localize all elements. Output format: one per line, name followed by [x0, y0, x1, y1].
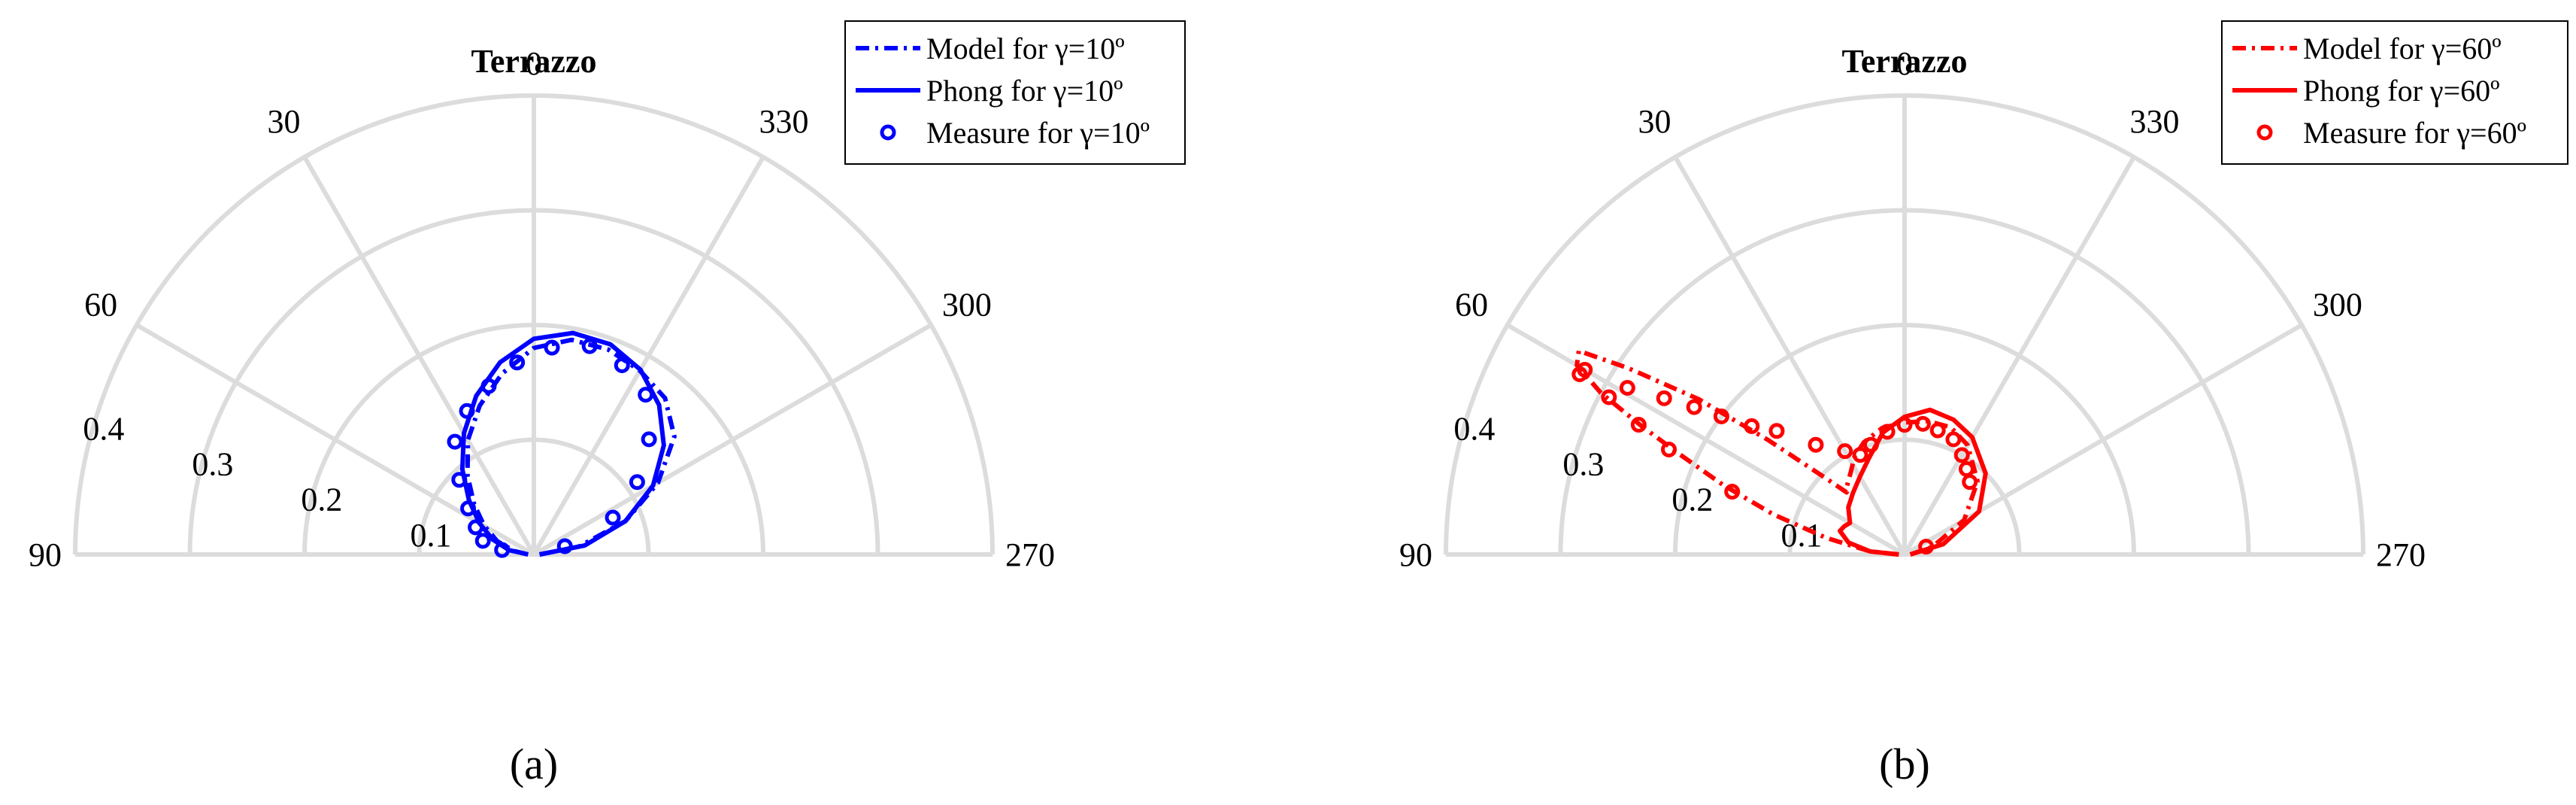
angle-tick-label: 30	[268, 103, 301, 140]
measure-marker	[468, 519, 484, 536]
angle-tick-label: 330	[759, 103, 809, 140]
panel-a: 0 30 330 60 300 90 270 0.4 0.3 0.2 0.1 Terrazzo Mode…	[29, 20, 1186, 788]
measure-marker	[605, 509, 621, 526]
measure-marker	[447, 433, 463, 450]
measure-marker	[1852, 447, 1868, 463]
measure-marker	[459, 402, 475, 419]
angle-spoke	[532, 323, 932, 557]
chart-title: Terrazzo	[471, 43, 597, 80]
legend: Model for γ=60º Phong for γ=60º Measure fo…	[2221, 20, 2568, 165]
measure-marker	[1619, 380, 1635, 396]
radial-tick-label: 0.3	[192, 446, 233, 483]
measure-marker	[494, 542, 511, 558]
measure-marker	[1656, 390, 1672, 406]
series-dash-dot	[465, 337, 677, 557]
angle-spoke	[532, 156, 765, 556]
radial-tick-label: 0.2	[1671, 481, 1713, 518]
measure-marker	[1879, 424, 1896, 440]
measure-marker	[1768, 423, 1785, 439]
measure-marker	[1914, 415, 1931, 432]
measure-marker	[1630, 417, 1647, 433]
measure-marker	[1837, 443, 1853, 460]
angle-spoke	[1902, 156, 2136, 556]
measure-marker	[1929, 422, 1946, 439]
angle-spoke	[1506, 323, 1906, 557]
panel-caption: (a)	[510, 740, 558, 788]
measure-marker	[1953, 447, 1970, 463]
polar-grid	[73, 93, 995, 557]
measure-marker	[556, 538, 573, 554]
measure-marker	[1962, 474, 1978, 491]
legend-entry-label: Measure for γ=10º	[926, 116, 1150, 150]
measure-marker	[638, 387, 654, 403]
measure-marker	[1571, 366, 1588, 382]
measure-marker	[641, 431, 657, 448]
measure-marker	[1713, 408, 1729, 424]
model-curve	[1574, 348, 1980, 557]
legend-entry-label: Phong for γ=60º	[2303, 74, 2500, 108]
measure-marker	[1896, 417, 1913, 433]
angle-tick-label: 0	[1896, 45, 1913, 82]
radial-tick-label: 0.4	[83, 410, 124, 447]
measure-marker	[460, 500, 477, 517]
measure-marker	[1601, 389, 1617, 406]
radial-tick-label: 0.4	[1453, 410, 1495, 447]
angle-spoke	[302, 156, 536, 556]
series-solid	[1838, 407, 1988, 557]
measure-marker	[1862, 436, 1879, 453]
series-markers	[1571, 361, 1978, 555]
legend-entry-label: Phong for γ=10º	[926, 74, 1123, 108]
measure-marker	[1661, 441, 1677, 457]
polar-grid	[1444, 93, 2365, 557]
measure-marker	[480, 378, 497, 394]
angle-spoke	[1673, 156, 1907, 556]
legend-marker-symbol	[880, 124, 896, 141]
angle-tick-label: 90	[29, 536, 62, 573]
series-dash-dot	[1574, 348, 1980, 557]
measure-marker	[1808, 436, 1824, 453]
panel-caption: (b)	[1879, 740, 1930, 788]
angle-tick-label: 0	[526, 45, 542, 82]
measure-marker	[629, 474, 645, 491]
measure-marker	[509, 354, 526, 371]
chart-title: Terrazzo	[1842, 43, 1968, 80]
measure-marker	[1724, 484, 1741, 500]
radial-tick-label: 0.2	[301, 481, 342, 518]
radial-tick-label: 0.3	[1562, 446, 1604, 483]
legend-entry-label: Measure for γ=60º	[2303, 116, 2526, 150]
legend-entry-label: Model for γ=60º	[2303, 32, 2502, 65]
model-curve	[465, 337, 677, 557]
angle-tick-label: 300	[942, 287, 992, 324]
measure-marker	[1958, 460, 1974, 477]
legend: Model for γ=10º Phong for γ=10º Measure fo…	[844, 20, 1186, 165]
measure-marker	[451, 472, 468, 488]
angle-tick-label: 30	[1638, 103, 1671, 140]
legend-entry-label: Model for γ=10º	[926, 32, 1125, 65]
angle-tick-label: 270	[2376, 536, 2426, 573]
angle-tick-label: 60	[84, 287, 117, 324]
measure-marker	[544, 339, 560, 356]
legend-marker-symbol	[2256, 124, 2273, 141]
measure-marker	[474, 533, 491, 549]
series-markers	[447, 338, 657, 558]
angle-tick-label: 330	[2130, 103, 2180, 140]
radial-tick-label: 0.1	[410, 517, 451, 554]
measure-marker	[1686, 399, 1702, 415]
angle-tick-label: 60	[1455, 287, 1488, 324]
angle-tick-label: 270	[1005, 536, 1055, 573]
angle-tick-label: 90	[1399, 536, 1432, 573]
phong-curve	[1838, 407, 1988, 557]
measure-marker	[581, 338, 598, 354]
angle-tick-label: 300	[2313, 287, 2362, 324]
measure-marker	[1918, 539, 1935, 555]
measure-marker	[1744, 418, 1760, 434]
measure-marker	[614, 357, 630, 373]
measure-marker	[1945, 431, 1962, 448]
